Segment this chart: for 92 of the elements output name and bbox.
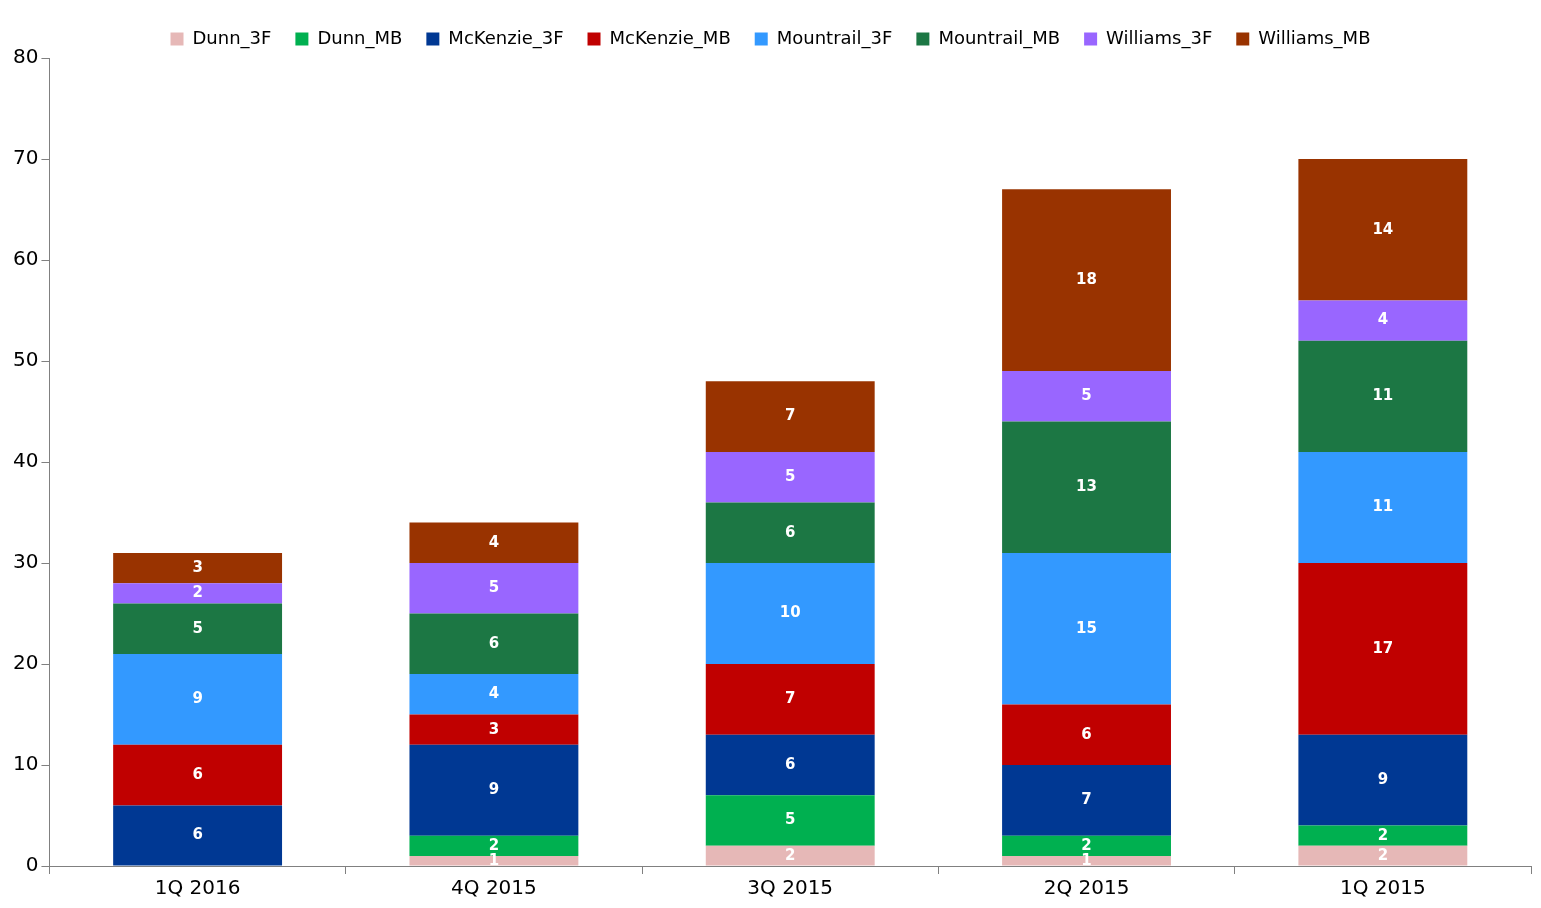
data-label: 11 [1372, 386, 1394, 405]
x-tick-label: 3Q 2015 [747, 875, 834, 900]
bar [1002, 421, 1171, 553]
y-tick-label: 40 [13, 448, 39, 473]
bar [113, 583, 283, 604]
data-label: 5 [785, 810, 796, 829]
data-label: 4 [488, 532, 500, 551]
data-label: 9 [192, 689, 203, 708]
bar [1002, 765, 1171, 836]
y-tick-label: 80 [13, 44, 39, 69]
bar [1002, 371, 1171, 422]
data-label: 10 [779, 603, 801, 622]
data-label: 2 [785, 845, 796, 864]
x-tick-label: 1Q 2016 [154, 875, 241, 900]
data-label: 2 [192, 583, 203, 602]
data-label: 7 [785, 406, 796, 425]
legend-label: Dunn_3F [192, 26, 272, 49]
bar [1298, 734, 1468, 826]
bar [705, 664, 875, 735]
x-tick-label: 2Q 2015 [1043, 875, 1130, 900]
legend-label: McKenzie_3F [448, 26, 564, 49]
bar [409, 563, 579, 614]
data-label: 2 [1377, 825, 1389, 844]
bar [1298, 825, 1468, 846]
bar [1298, 300, 1468, 341]
bar [705, 845, 875, 866]
bar [1298, 340, 1468, 452]
bar [1002, 552, 1171, 705]
bar [409, 744, 579, 836]
data-label: 6 [1081, 724, 1092, 743]
data-label: 9 [488, 780, 500, 799]
bar [705, 451, 875, 503]
bar [409, 522, 579, 563]
bar [113, 744, 283, 806]
bar [1298, 159, 1468, 301]
data-label: 9 [1377, 770, 1389, 789]
legend-label: McKenzie_MB [609, 26, 731, 49]
data-label: 14 [1372, 219, 1394, 238]
data-label: 13 [1076, 477, 1097, 496]
data-label: 4 [488, 684, 500, 703]
x-tick-label: 4Q 2015 [451, 875, 537, 900]
bar [1298, 563, 1468, 735]
y-tick-label: 30 [13, 549, 39, 574]
y-tick-label: 60 [13, 246, 39, 271]
bar [409, 714, 579, 745]
bar [705, 734, 875, 796]
data-label: 11 [1372, 497, 1394, 516]
bar [113, 653, 283, 745]
bar [705, 381, 875, 452]
data-label: 5 [488, 578, 500, 597]
data-label: 3 [192, 557, 203, 576]
data-label: 4 [1377, 310, 1389, 329]
data-label: 5 [192, 618, 203, 637]
bar [1002, 855, 1171, 866]
bar [705, 795, 875, 846]
legend-label: Mountrail_3F [776, 26, 893, 49]
y-tick-label: 0 [25, 852, 39, 877]
data-label: 3 [488, 719, 500, 738]
data-label: 2 [1377, 845, 1389, 864]
y-tick-label: 10 [13, 751, 39, 776]
y-tick-label: 70 [13, 145, 39, 170]
bar [113, 805, 283, 866]
data-label: 15 [1076, 618, 1097, 637]
bar [1298, 451, 1468, 563]
data-label: 18 [1076, 270, 1097, 289]
data-label: 7 [785, 689, 796, 708]
x-tick-label: 1Q 2015 [1339, 875, 1426, 900]
legend-label: Williams_3F [1106, 26, 1213, 49]
data-label: 5 [785, 467, 796, 486]
bar [1002, 189, 1171, 372]
data-label: 6 [488, 633, 500, 652]
legend-label: Mountrail_MB [938, 26, 1061, 49]
legend-label: Williams_MB [1258, 26, 1371, 49]
data-label: 6 [192, 764, 203, 783]
bar [409, 674, 579, 715]
bar [705, 563, 875, 664]
y-tick-label: 50 [13, 347, 39, 372]
bar [113, 603, 283, 654]
data-label: 6 [785, 754, 796, 773]
legend-label: Dunn_MB [317, 26, 403, 49]
data-label: 6 [192, 825, 203, 844]
bar [409, 613, 579, 675]
bar [705, 502, 875, 563]
data-label: 7 [1081, 790, 1092, 809]
data-label: 6 [785, 522, 796, 541]
y-tick-label: 20 [13, 650, 39, 675]
bar [409, 855, 579, 866]
data-label: 5 [1081, 386, 1092, 405]
bar [1002, 704, 1171, 765]
bar [113, 552, 283, 584]
data-label: 17 [1372, 638, 1394, 657]
bar [1298, 845, 1468, 866]
